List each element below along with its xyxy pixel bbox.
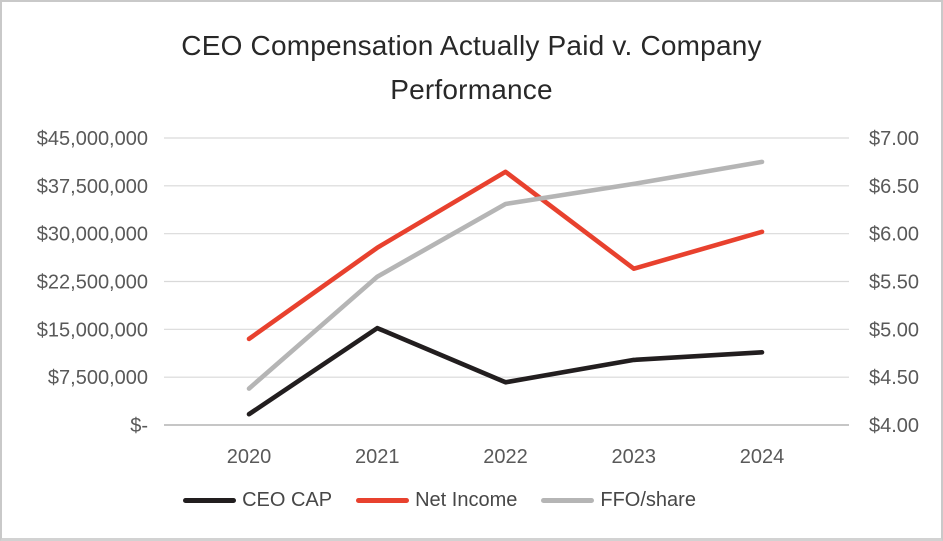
y-axis-right-tick-label: $7.00 [869, 128, 919, 150]
x-axis-tick-label: 2021 [355, 446, 400, 468]
y-axis-right-tick-label: $4.00 [869, 415, 919, 437]
chart-title-line-2: Performance [390, 74, 553, 105]
legend-swatch-net-income-line [356, 498, 410, 503]
x-axis-tick-label: 2024 [740, 446, 785, 468]
series-line-ceo-cap [246, 325, 765, 417]
legend-item-net-income: Net Income [356, 489, 517, 512]
series-line-net-income [246, 169, 765, 342]
legend-label-net-income: Net Income [415, 489, 518, 511]
legend-item-ceo-cap: CEO CAP [183, 489, 332, 512]
y-axis-left-tick-label: $7,500,000 [48, 367, 148, 389]
y-axis-right-tick-label: $5.50 [869, 272, 919, 294]
y-axis-left-tick-label: $22,500,000 [37, 272, 148, 294]
y-axis-right-tick-label: $4.50 [869, 367, 919, 389]
y-axis-right-tick-label: $6.50 [869, 176, 919, 198]
y-axis-left-tick-label: $- [130, 415, 148, 437]
x-axis-tick-label: 2022 [483, 446, 528, 468]
y-axis-right-tick-label: $5.00 [869, 319, 919, 341]
legend-label-ffo-share: FFO/share [600, 489, 696, 511]
y-axis-left-tick-label: $15,000,000 [37, 319, 148, 341]
chart-legend: CEO CAP Net Income FFO/share [2, 489, 909, 512]
y-axis-left-tick-label: $30,000,000 [37, 224, 148, 246]
chart-title-line-1: CEO Compensation Actually Paid v. Compan… [181, 30, 762, 61]
legend-swatch-ceo-cap-line [183, 498, 237, 503]
x-axis-tick-label: 2023 [612, 446, 657, 468]
chart-title: CEO Compensation Actually Paid v. Compan… [2, 24, 941, 112]
legend-item-ffo-share: FFO/share [541, 489, 696, 512]
series-line-ffo-share [246, 159, 765, 391]
legend-swatch-ffo-share-line [541, 498, 595, 503]
y-axis-right-tick-label: $6.00 [869, 224, 919, 246]
x-axis-tick-label: 2020 [227, 446, 272, 468]
y-axis-left-tick-label: $37,500,000 [37, 176, 148, 198]
legend-label-ceo-cap: CEO CAP [242, 489, 333, 511]
y-axis-left-tick-label: $45,000,000 [37, 128, 148, 150]
